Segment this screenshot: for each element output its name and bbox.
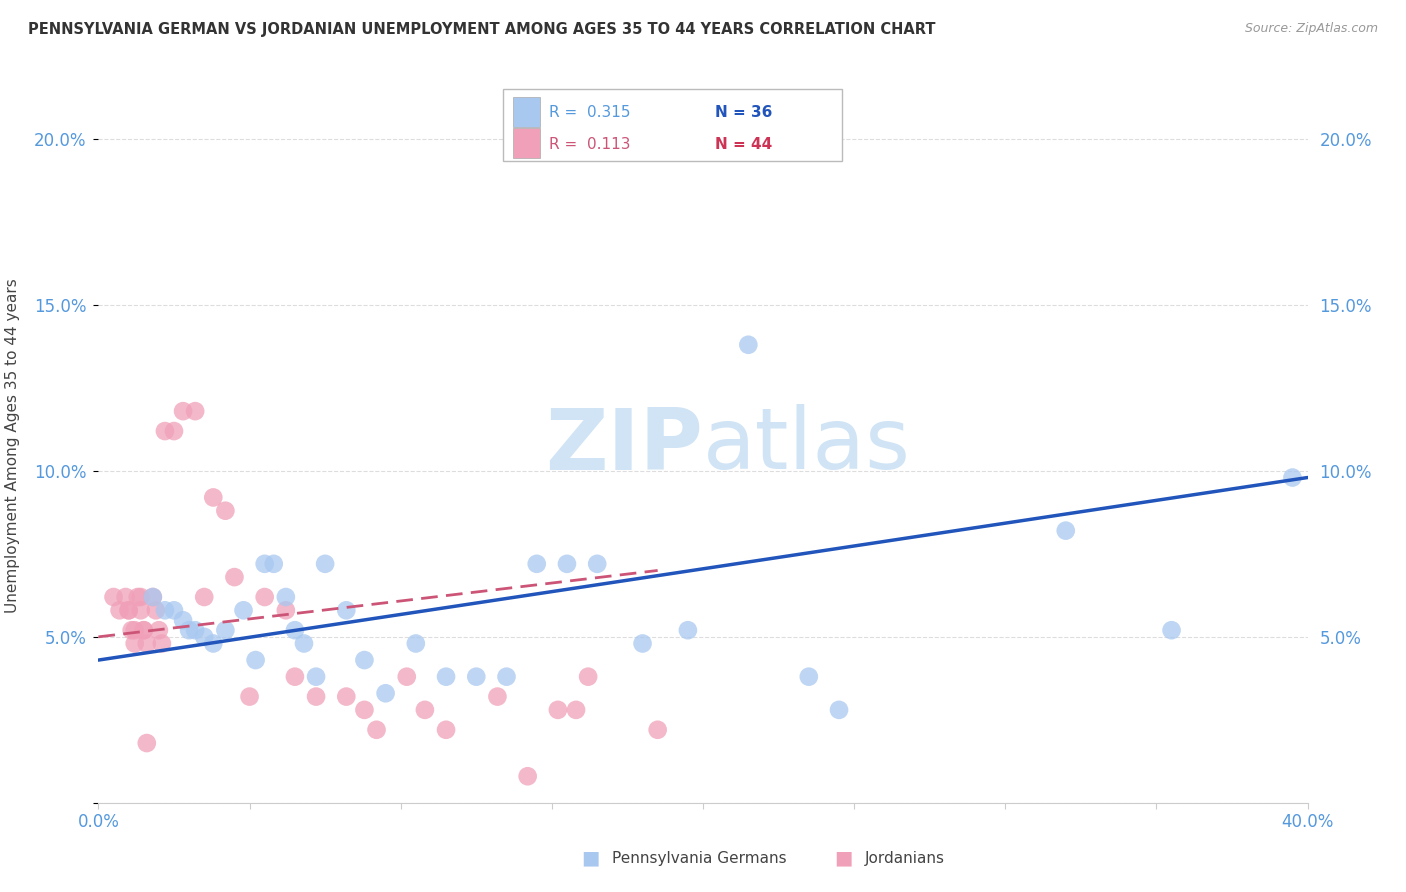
- Point: [214, 504, 236, 518]
- Text: ■: ■: [581, 848, 600, 868]
- Text: R =  0.315: R = 0.315: [550, 105, 631, 120]
- Point: [828, 703, 851, 717]
- Point: [193, 590, 215, 604]
- Point: [305, 670, 328, 684]
- Point: [135, 736, 157, 750]
- Point: [124, 636, 146, 650]
- Point: [202, 491, 225, 505]
- Point: [253, 557, 276, 571]
- Text: N = 44: N = 44: [716, 136, 772, 152]
- Point: [127, 590, 149, 604]
- Point: [118, 603, 141, 617]
- Point: [465, 670, 488, 684]
- Point: [405, 636, 427, 650]
- Point: [314, 557, 336, 571]
- Point: [305, 690, 328, 704]
- Point: [284, 670, 307, 684]
- Text: R =  0.113: R = 0.113: [550, 136, 631, 152]
- Text: atlas: atlas: [703, 404, 911, 488]
- Point: [132, 624, 155, 638]
- Point: [179, 624, 201, 638]
- Point: [335, 603, 357, 617]
- Point: [129, 590, 152, 604]
- Point: [142, 590, 165, 604]
- FancyBboxPatch shape: [513, 97, 540, 127]
- Point: [153, 424, 176, 438]
- Point: [274, 603, 297, 617]
- Point: [145, 603, 167, 617]
- Text: Jordanians: Jordanians: [865, 851, 945, 865]
- Text: PENNSYLVANIA GERMAN VS JORDANIAN UNEMPLOYMENT AMONG AGES 35 TO 44 YEARS CORRELAT: PENNSYLVANIA GERMAN VS JORDANIAN UNEMPLO…: [28, 22, 935, 37]
- Point: [193, 630, 215, 644]
- Point: [284, 624, 307, 638]
- Point: [353, 653, 375, 667]
- Point: [631, 636, 654, 650]
- Point: [163, 603, 186, 617]
- Point: [413, 703, 436, 717]
- Point: [108, 603, 131, 617]
- Point: [172, 404, 194, 418]
- Text: ■: ■: [834, 848, 853, 868]
- Point: [495, 670, 517, 684]
- Point: [114, 590, 136, 604]
- Point: [274, 590, 297, 604]
- Text: Source: ZipAtlas.com: Source: ZipAtlas.com: [1244, 22, 1378, 36]
- FancyBboxPatch shape: [503, 89, 842, 161]
- Point: [335, 690, 357, 704]
- Text: Pennsylvania Germans: Pennsylvania Germans: [612, 851, 786, 865]
- Text: ZIP: ZIP: [546, 404, 703, 488]
- Point: [245, 653, 267, 667]
- Point: [239, 690, 262, 704]
- Point: [224, 570, 246, 584]
- Point: [395, 670, 418, 684]
- Point: [118, 603, 141, 617]
- Point: [1054, 524, 1077, 538]
- Point: [1281, 470, 1303, 484]
- Point: [676, 624, 699, 638]
- Point: [263, 557, 285, 571]
- Point: [184, 624, 207, 638]
- Point: [737, 338, 759, 352]
- Point: [353, 703, 375, 717]
- FancyBboxPatch shape: [513, 128, 540, 159]
- Point: [103, 590, 125, 604]
- Point: [555, 557, 578, 571]
- Point: [486, 690, 509, 704]
- Point: [142, 590, 165, 604]
- Point: [292, 636, 315, 650]
- Point: [214, 624, 236, 638]
- Point: [1160, 624, 1182, 638]
- Point: [434, 670, 457, 684]
- Point: [124, 624, 146, 638]
- Point: [129, 603, 152, 617]
- Text: N = 36: N = 36: [716, 105, 772, 120]
- Point: [202, 636, 225, 650]
- Point: [797, 670, 820, 684]
- Point: [232, 603, 254, 617]
- Point: [184, 404, 207, 418]
- Point: [576, 670, 599, 684]
- Point: [516, 769, 538, 783]
- Point: [526, 557, 548, 571]
- Point: [253, 590, 276, 604]
- Point: [132, 624, 155, 638]
- Point: [135, 636, 157, 650]
- Point: [172, 613, 194, 627]
- Point: [586, 557, 609, 571]
- Point: [647, 723, 669, 737]
- Point: [374, 686, 396, 700]
- Point: [121, 624, 143, 638]
- Point: [150, 636, 173, 650]
- Point: [565, 703, 588, 717]
- Y-axis label: Unemployment Among Ages 35 to 44 years: Unemployment Among Ages 35 to 44 years: [6, 278, 20, 614]
- Point: [547, 703, 569, 717]
- Point: [366, 723, 388, 737]
- Point: [163, 424, 186, 438]
- Point: [434, 723, 457, 737]
- Point: [153, 603, 176, 617]
- Point: [148, 624, 170, 638]
